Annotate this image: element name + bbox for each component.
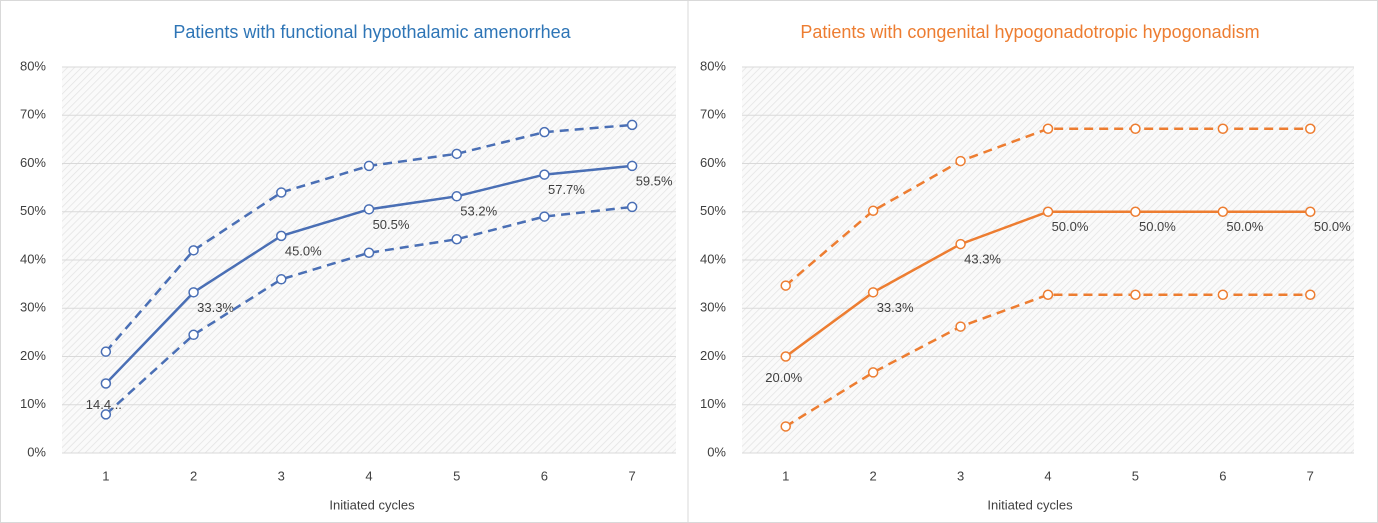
data-label: 50.0% [1139, 219, 1176, 234]
point-marker [539, 169, 550, 180]
point-marker [451, 191, 462, 202]
point-marker [539, 211, 550, 222]
x-tick-label: 1 [102, 468, 109, 483]
x-tick-label: 6 [1219, 468, 1226, 483]
point-marker [100, 378, 112, 389]
point-marker [363, 247, 375, 259]
point-marker [276, 230, 287, 242]
y-tick-label: 20% [20, 348, 46, 363]
point-marker [100, 346, 112, 357]
data-label: 57.7% [548, 182, 585, 197]
y-tick-label: 40% [700, 251, 726, 266]
point-marker [780, 280, 791, 291]
data-label: 50.0% [1314, 219, 1351, 234]
point-marker [363, 160, 375, 172]
data-label: 50.0% [1052, 219, 1089, 234]
y-tick-label: 50% [20, 203, 46, 218]
x-tick-label: 2 [870, 468, 877, 483]
data-label: 59.5% [636, 173, 673, 188]
point-marker [1217, 206, 1229, 217]
x-tick-label: 5 [453, 468, 460, 483]
point-marker [276, 187, 287, 198]
data-label: 45.0% [285, 243, 322, 258]
point-marker [363, 204, 375, 215]
x-tick-label: 3 [957, 468, 964, 483]
point-marker [1305, 289, 1316, 300]
point-marker [955, 155, 966, 167]
point-marker [1305, 206, 1316, 217]
y-tick-label: 80% [700, 58, 726, 73]
point-marker [626, 119, 638, 131]
y-tick-label: 60% [20, 155, 46, 170]
y-tick-label: 20% [700, 348, 726, 363]
point-marker [188, 287, 199, 298]
x-tick-label: 4 [1044, 468, 1051, 483]
y-tick-label: 0% [707, 444, 726, 459]
point-marker [1130, 206, 1141, 217]
point-marker [1042, 206, 1054, 217]
point-marker [1130, 289, 1141, 300]
point-marker [1042, 289, 1054, 300]
point-marker [955, 321, 966, 332]
x-tick-label: 4 [365, 468, 372, 483]
point-marker [100, 409, 112, 420]
point-marker [188, 245, 199, 256]
y-tick-label: 70% [20, 107, 46, 122]
y-tick-label: 50% [700, 203, 726, 218]
point-marker [188, 329, 199, 341]
y-tick-label: 10% [20, 396, 46, 411]
point-marker [451, 234, 462, 245]
y-tick-label: 0% [27, 444, 46, 459]
x-tick-label: 1 [782, 468, 789, 483]
point-marker [1217, 123, 1229, 135]
data-label: 50.0% [1226, 219, 1263, 234]
data-label: 14.4... [86, 397, 122, 412]
x-tick-label: 2 [190, 468, 197, 483]
point-marker [1217, 289, 1229, 300]
point-marker [539, 126, 550, 138]
y-tick-label: 30% [700, 300, 726, 315]
chart-title: Patients with functional hypothalamic am… [173, 22, 571, 42]
chart-title: Patients with congenital hypogonadotropi… [800, 22, 1259, 42]
point-marker [626, 160, 638, 172]
point-marker [451, 148, 462, 160]
x-tick-label: 5 [1132, 468, 1139, 483]
point-marker [780, 421, 791, 432]
x-axis-label: Initiated cycles [987, 497, 1073, 512]
point-marker [276, 274, 287, 285]
point-marker [1130, 123, 1141, 135]
x-tick-label: 7 [1307, 468, 1314, 483]
y-tick-label: 40% [20, 251, 46, 266]
point-marker [780, 351, 791, 362]
y-tick-label: 10% [700, 396, 726, 411]
x-tick-label: 3 [278, 468, 285, 483]
data-label: 53.2% [460, 204, 497, 219]
y-tick-label: 60% [700, 155, 726, 170]
point-marker [955, 238, 966, 250]
x-tick-label: 6 [541, 468, 548, 483]
x-axis-label: Initiated cycles [329, 497, 415, 512]
data-label: 50.5% [373, 217, 410, 232]
point-marker [867, 367, 879, 378]
point-marker [1305, 123, 1316, 135]
point-marker [867, 287, 879, 298]
data-label: 33.3% [197, 300, 234, 315]
x-tick-label: 7 [629, 468, 636, 483]
y-tick-label: 80% [20, 58, 46, 73]
data-label: 20.0% [765, 370, 802, 385]
data-label: 33.3% [877, 300, 914, 315]
point-marker [626, 201, 638, 213]
y-tick-label: 30% [20, 300, 46, 315]
point-marker [867, 205, 879, 217]
data-label: 43.3% [964, 252, 1001, 267]
point-marker [1042, 123, 1054, 135]
y-tick-label: 70% [700, 107, 726, 122]
